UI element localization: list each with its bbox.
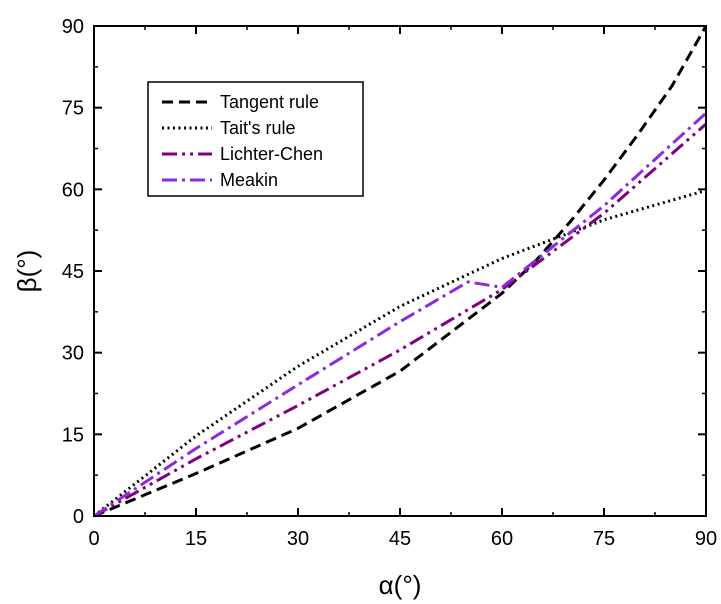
legend-label: Tangent rule (220, 92, 319, 112)
x-tick-label: 30 (287, 528, 309, 550)
legend-label: Meakin (220, 170, 278, 190)
axis-ticks: 0 15 30 45 60 75 90 0 15 30 45 60 75 90 (62, 16, 717, 550)
plot-frame (93, 25, 707, 517)
series-line-4 (93, 111, 708, 518)
x-tick-label: 90 (695, 528, 717, 550)
x-axis-title: α(°) (379, 570, 422, 600)
y-tick-label: 75 (62, 98, 84, 120)
legend-label: Lichter-Chen (220, 144, 323, 164)
y-tick-label: 30 (62, 343, 84, 365)
x-tick-label: 0 (88, 528, 99, 550)
y-tick-label: 90 (62, 16, 84, 38)
x-tick-label: 45 (389, 528, 411, 550)
series-line-3 (93, 122, 707, 518)
legend: Tangent rule Tait's rule Lichter-Chen Meaki… (147, 81, 364, 197)
y-tick-label: 15 (62, 424, 84, 446)
x-tick-label: 60 (491, 528, 513, 550)
y-tick-label: 60 (62, 179, 84, 201)
y-tick-label: 45 (62, 261, 84, 283)
series-layer (93, 25, 708, 518)
y-tick-label: 0 (73, 506, 84, 528)
x-tick-label: 15 (185, 528, 207, 550)
y-axis-title: β(°) (12, 250, 42, 293)
legend-label: Tait's rule (220, 118, 295, 138)
x-tick-label: 75 (593, 528, 615, 550)
